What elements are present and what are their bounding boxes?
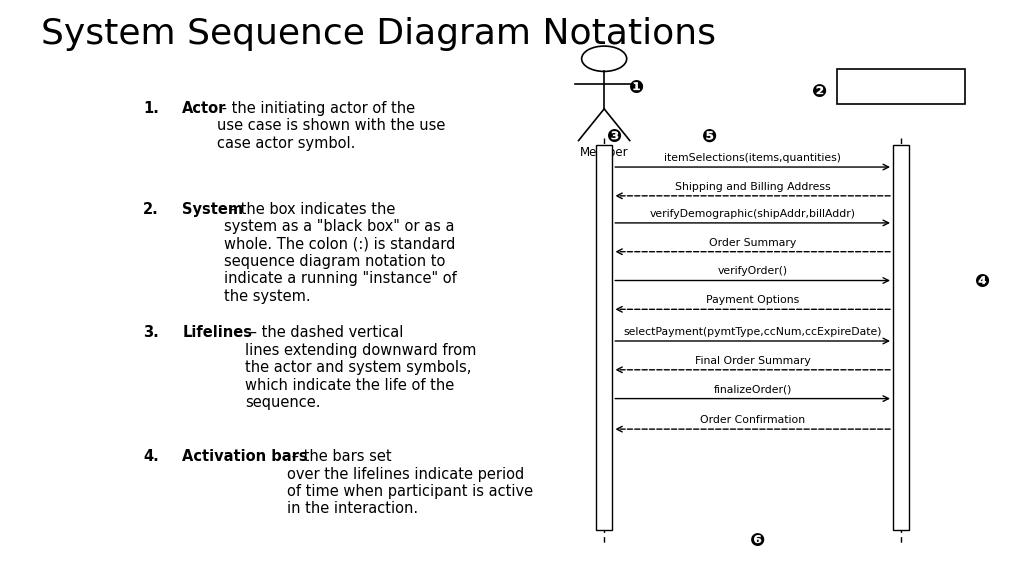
Text: finalizeOrder(): finalizeOrder(): [714, 385, 792, 395]
Text: – the box indicates the
system as a "black box" or as a
whole. The colon (:) is : – the box indicates the system as a "bla…: [224, 202, 457, 304]
Text: Lifelines: Lifelines: [182, 325, 252, 340]
Text: ❸: ❸: [607, 128, 622, 146]
Text: 2.: 2.: [143, 202, 159, 217]
Text: Payment Options: Payment Options: [706, 295, 800, 305]
Text: Final Order Summary: Final Order Summary: [694, 356, 811, 366]
Text: Actor: Actor: [182, 101, 226, 116]
Text: System: System: [182, 202, 244, 217]
Text: itemSelections(items,quantities): itemSelections(items,quantities): [665, 153, 841, 163]
Bar: [893, 145, 909, 530]
Text: ❶: ❶: [630, 79, 644, 97]
Text: System Sequence Diagram Notations: System Sequence Diagram Notations: [41, 17, 716, 51]
Bar: [838, 69, 965, 104]
Text: :MemberServicesSystem: :MemberServicesSystem: [837, 81, 966, 92]
Text: Activation bars: Activation bars: [182, 449, 308, 464]
Text: 4.: 4.: [143, 449, 159, 464]
Text: - the initiating actor of the
use case is shown with the use
case actor symbol.: - the initiating actor of the use case i…: [217, 101, 445, 150]
Text: Order Confirmation: Order Confirmation: [700, 415, 805, 425]
Text: ❷: ❷: [812, 83, 826, 101]
Text: – the dashed vertical
lines extending downward from
the actor and system symbols: – the dashed vertical lines extending do…: [245, 325, 476, 410]
Text: 3.: 3.: [143, 325, 159, 340]
Text: selectPayment(pymtType,ccNum,ccExpireDate): selectPayment(pymtType,ccNum,ccExpireDat…: [624, 327, 882, 337]
Text: Member: Member: [580, 146, 629, 160]
Text: verifyOrder(): verifyOrder(): [718, 267, 787, 276]
Text: 1.: 1.: [142, 101, 159, 116]
Text: verifyDemographic(shipAddr,billAddr): verifyDemographic(shipAddr,billAddr): [649, 209, 856, 219]
Text: ❺: ❺: [702, 128, 717, 146]
Text: – the bars set
over the lifelines indicate period
of time when participant is ac: – the bars set over the lifelines indica…: [287, 449, 532, 517]
Text: ❹: ❹: [976, 273, 990, 291]
Bar: [596, 145, 612, 530]
Text: ❻: ❻: [751, 532, 765, 551]
Text: Order Summary: Order Summary: [709, 238, 797, 248]
Text: Shipping and Billing Address: Shipping and Billing Address: [675, 182, 830, 192]
